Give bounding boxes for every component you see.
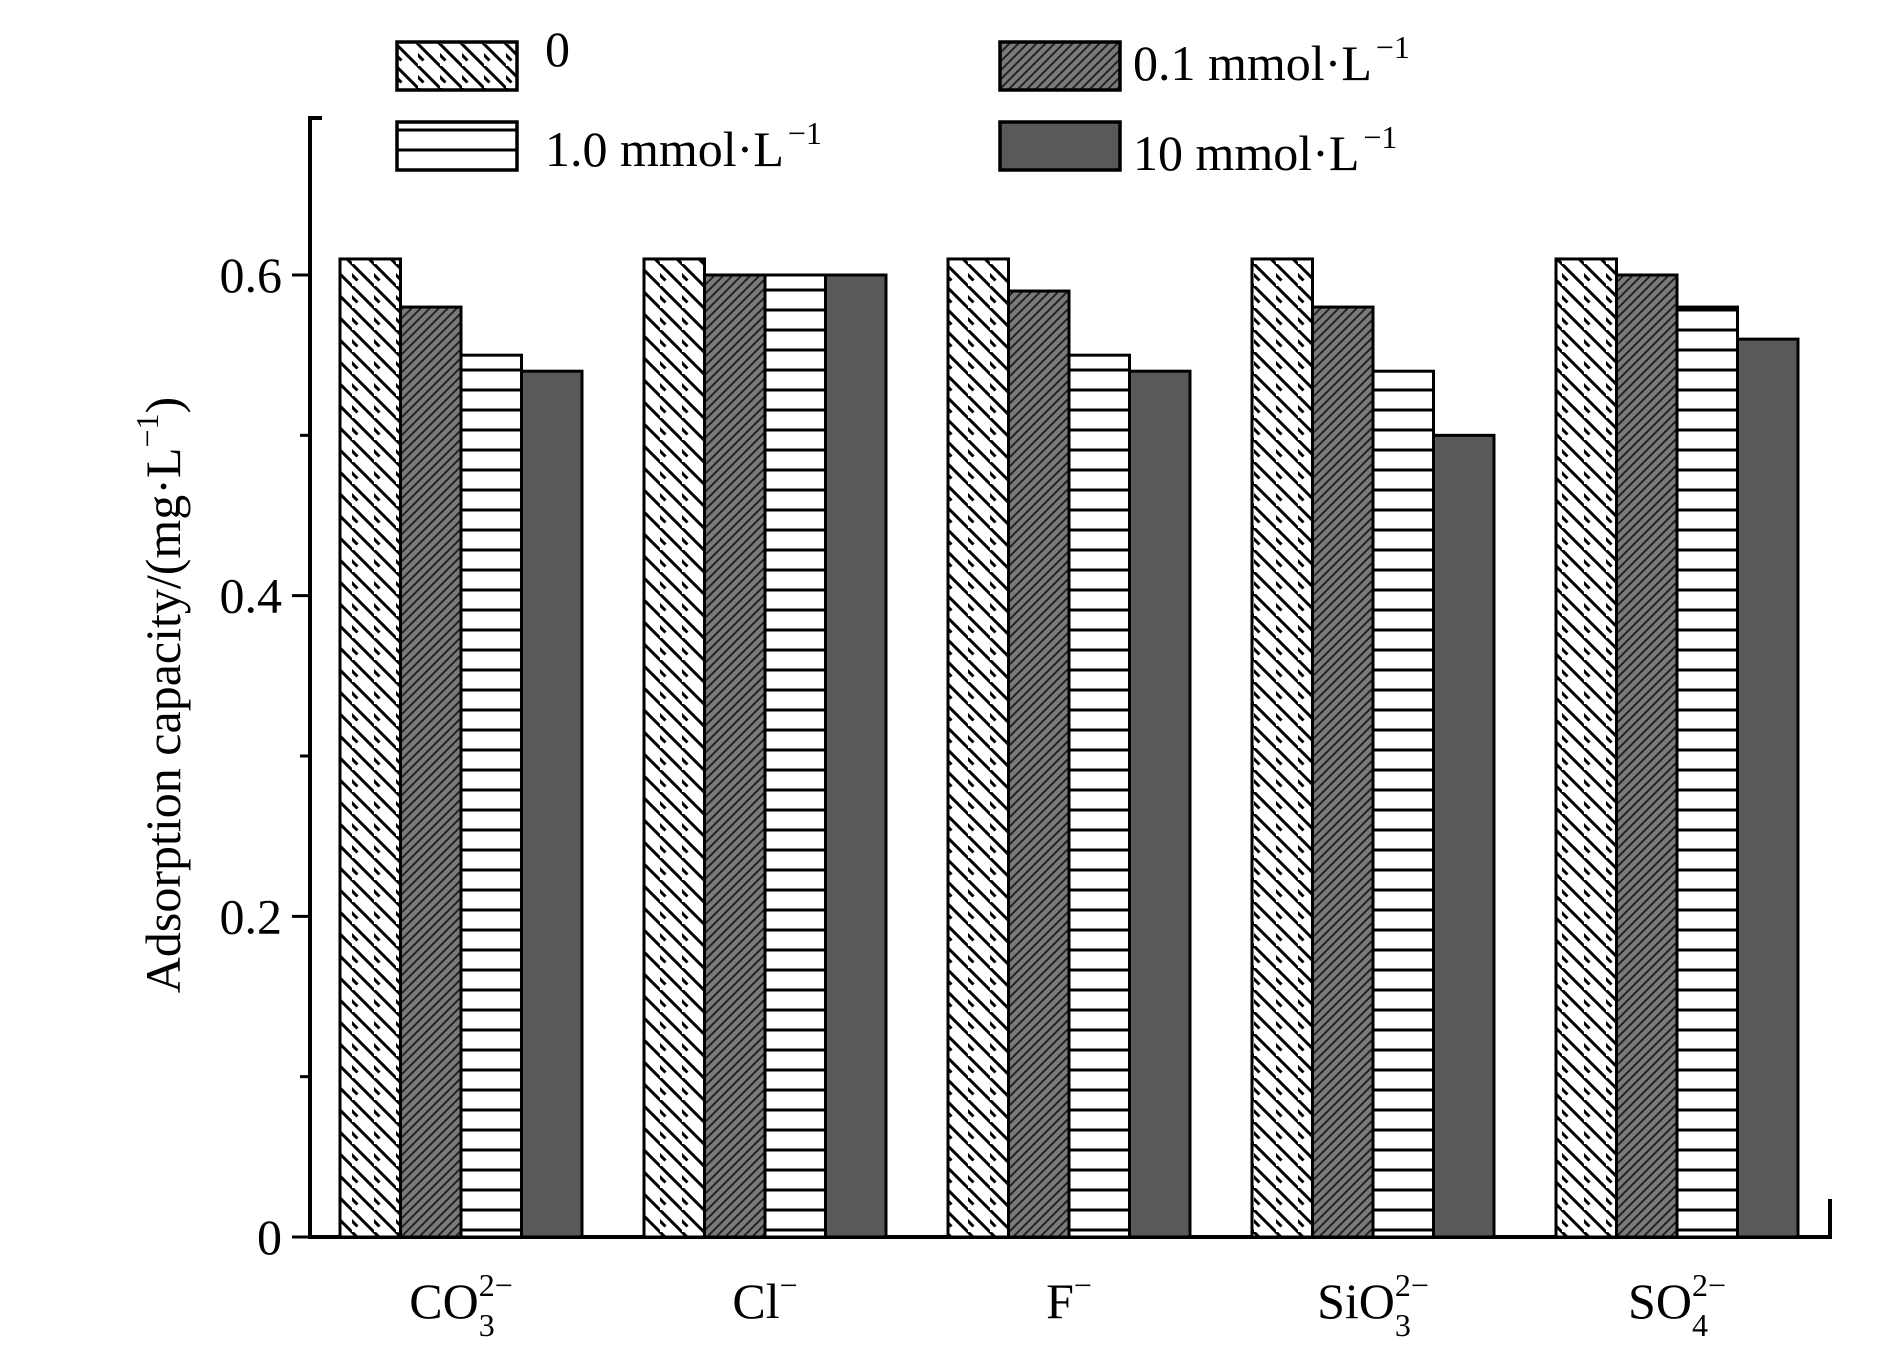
bar [703,273,767,1239]
legend: 0 0.1 mmol·L −1 1.0 mmol·L −1 10 mmol·L −1 [395,21,1410,181]
legend-swatch [395,120,519,172]
bar [946,257,1010,1239]
category-label: SiO2− 3 [1317,1267,1429,1343]
y-ticks: 0 0.2 0.4 0.6 [220,247,310,1265]
y-tick-label: 0.6 [220,247,283,303]
bar [399,305,463,1239]
category-label: Cl− [732,1267,797,1329]
y-tick-label: 0.4 [220,568,283,624]
bar [1615,273,1679,1239]
legend-label: 1.0 mmol·L −1 [545,115,822,177]
bar [1128,369,1192,1239]
bar [824,273,888,1239]
category-label: CO2− 3 [409,1267,513,1343]
legend-swatch [395,40,519,92]
bar [1675,305,1739,1239]
category-labels: CO2− 3 Cl− F− SiO2− 3 SO2− 4 [409,1267,1726,1343]
bar [1432,433,1496,1239]
y-axis-label: Adsorption capacity/(mg·L−1) [129,397,191,993]
legend-swatch [998,40,1122,92]
bar [1371,369,1435,1239]
bar [763,273,827,1239]
category-label: SO2− 4 [1628,1267,1726,1343]
y-tick-label: 0.2 [220,888,283,944]
bar [520,369,584,1239]
y-axis-label-group: Adsorption capacity/(mg·L−1) [129,397,191,993]
bars [338,257,1800,1239]
bar [1067,353,1131,1239]
y-tick-label: 0 [257,1209,282,1265]
bar [1736,337,1800,1239]
bar [642,257,706,1239]
bar [1554,257,1618,1239]
legend-swatch [998,120,1122,172]
bar [1007,289,1071,1239]
legend-label: 10 mmol·L −1 [1133,119,1397,181]
bar [459,353,523,1239]
legend-label: 0 [545,21,570,77]
bar [1311,305,1375,1239]
bar [338,257,402,1239]
category-label: F− [1046,1267,1092,1329]
legend-label: 0.1 mmol·L −1 [1133,29,1410,91]
bar [1250,257,1314,1239]
